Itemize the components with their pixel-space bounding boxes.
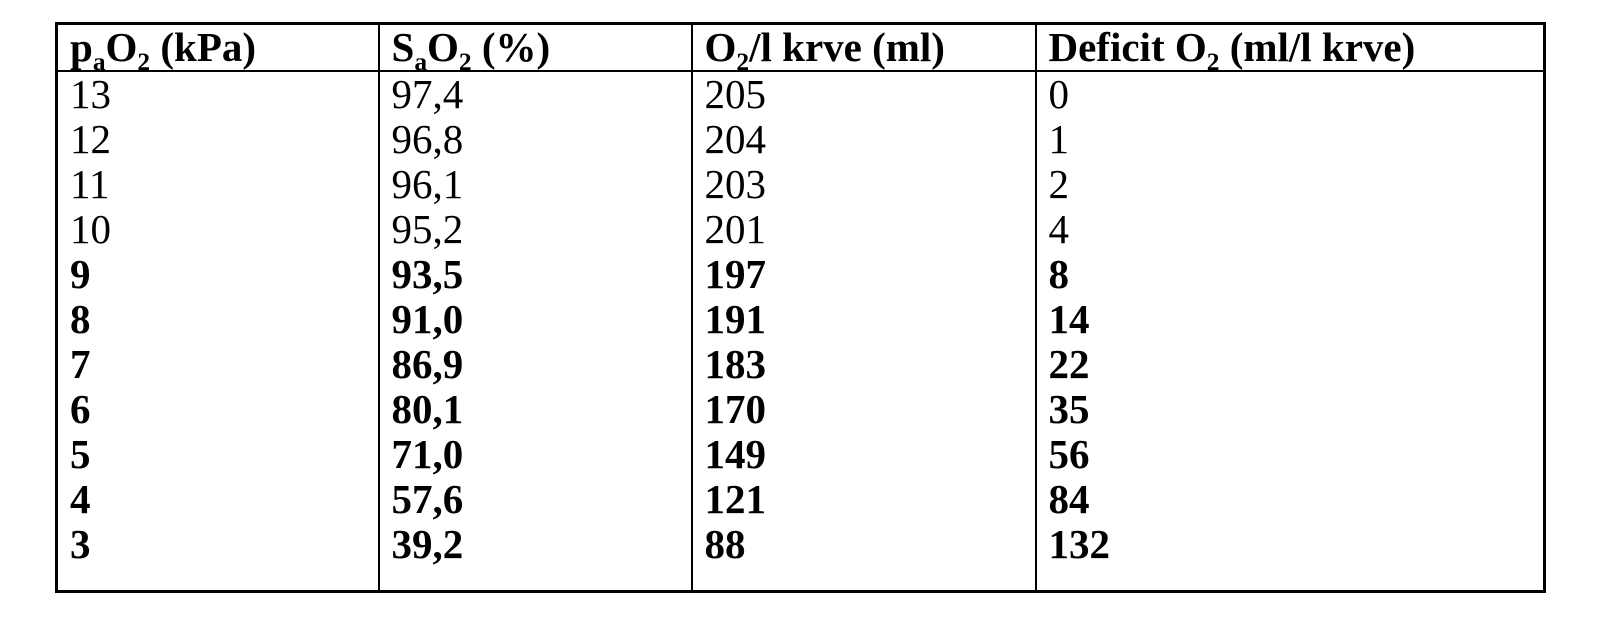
cell-deficit: 132 (1034, 522, 1545, 567)
header-text: S (391, 24, 415, 70)
header-text: (ml/l krve) (1219, 24, 1416, 70)
subscript: a (414, 48, 428, 71)
table-row: 12 96,8 204 1 (57, 117, 1545, 162)
subscript: 2 (458, 48, 472, 71)
cell-empty (690, 567, 1036, 592)
table-row: 10 95,2 201 4 (57, 207, 1545, 252)
cell-empty (1034, 567, 1545, 592)
cell-o2-krve: 170 (690, 387, 1036, 432)
cell-pao2: 13 (70, 71, 111, 117)
column-header-sao2: SaO2 (%) (377, 23, 692, 72)
table-row: 13 97,4 205 0 (57, 71, 1545, 117)
cell-pao2: 6 (70, 387, 91, 432)
table-row: 3 39,2 88 132 (57, 522, 1545, 567)
header-text: O (427, 24, 459, 70)
cell-sao2: 39,2 (377, 522, 692, 567)
cell-deficit: 35 (1034, 387, 1545, 432)
cell-deficit: 8 (1034, 252, 1545, 297)
cell-empty (377, 567, 692, 592)
column-header-deficit-o2: Deficit O2 (ml/l krve) (1034, 23, 1545, 72)
cell-o2-krve: 121 (690, 477, 1036, 522)
cell-sao2: 96,1 (377, 162, 692, 207)
header-text: (kPa) (150, 24, 257, 70)
cell-deficit: 56 (1034, 432, 1545, 477)
cell-pao2: 10 (70, 207, 111, 252)
cell-pao2: 3 (70, 522, 91, 567)
cell-empty (57, 567, 379, 592)
cell-deficit: 14 (1034, 297, 1545, 342)
header-text: O (105, 24, 138, 70)
cell-sao2: 96,8 (377, 117, 692, 162)
header-text: Deficit O (1048, 24, 1207, 70)
cell-deficit: 2 (1034, 162, 1545, 207)
cell-o2-krve: 197 (690, 252, 1036, 297)
cell-o2-krve: 149 (690, 432, 1036, 477)
cell-pao2: 12 (70, 117, 111, 162)
cell-pao2: 5 (70, 432, 91, 477)
table-row: 6 80,1 170 35 (57, 387, 1545, 432)
cell-pao2: 4 (70, 477, 91, 522)
cell-o2-krve: 88 (690, 522, 1036, 567)
data-table: paO2 (kPa) SaO2 (%) O2/l krve (ml) Defic… (55, 22, 1546, 593)
header-text: (%) (471, 24, 551, 70)
header-text: /l krve (ml) (749, 24, 945, 70)
table-row: 9 93,5 197 8 (57, 252, 1545, 297)
subscript: a (92, 48, 106, 71)
table-row: 4 57,6 121 84 (57, 477, 1545, 522)
cell-pao2: 7 (70, 342, 91, 387)
subscript: 2 (736, 48, 750, 71)
cell-deficit: 1 (1034, 117, 1545, 162)
cell-o2-krve: 204 (690, 117, 1036, 162)
subscript: 2 (137, 48, 151, 71)
table-row: 8 91,0 191 14 (57, 297, 1545, 342)
table-row: 7 86,9 183 22 (57, 342, 1545, 387)
cell-o2-krve: 201 (690, 207, 1036, 252)
subscript: 2 (1206, 48, 1220, 71)
cell-sao2: 71,0 (377, 432, 692, 477)
cell-deficit: 84 (1034, 477, 1545, 522)
cell-sao2: 80,1 (377, 387, 692, 432)
cell-deficit: 0 (1034, 71, 1545, 117)
cell-sao2: 93,5 (377, 252, 692, 297)
cell-o2-krve: 191 (690, 297, 1036, 342)
cell-sao2: 86,9 (377, 342, 692, 387)
cell-o2-krve: 205 (690, 71, 1036, 117)
column-header-pao2: paO2 (kPa) (56, 23, 379, 72)
oxygen-saturation-table: paO2 (kPa) SaO2 (%) O2/l krve (ml) Defic… (55, 22, 1546, 593)
cell-deficit: 22 (1034, 342, 1545, 387)
cell-o2-krve: 183 (690, 342, 1036, 387)
cell-sao2: 95,2 (377, 207, 692, 252)
table-row: 5 71,0 149 56 (57, 432, 1545, 477)
cell-sao2: 91,0 (377, 297, 692, 342)
cell-sao2: 97,4 (377, 71, 692, 117)
header-text: O (704, 24, 737, 70)
cell-o2-krve: 203 (690, 162, 1036, 207)
cell-pao2: 11 (70, 162, 110, 207)
cell-sao2: 57,6 (377, 477, 692, 522)
cell-deficit: 4 (1034, 207, 1545, 252)
cell-pao2: 9 (70, 252, 91, 297)
column-header-o2-krve: O2/l krve (ml) (690, 23, 1036, 72)
cell-pao2: 8 (70, 297, 91, 342)
header-row: paO2 (kPa) SaO2 (%) O2/l krve (ml) Defic… (56, 23, 1545, 72)
table-row: 11 96,1 203 2 (57, 162, 1545, 207)
header-text: p (70, 24, 93, 70)
empty-filler-row (57, 567, 1545, 592)
table-body: 13 97,4 205 0 12 96,8 204 1 11 96,1 203 … (57, 71, 1545, 592)
